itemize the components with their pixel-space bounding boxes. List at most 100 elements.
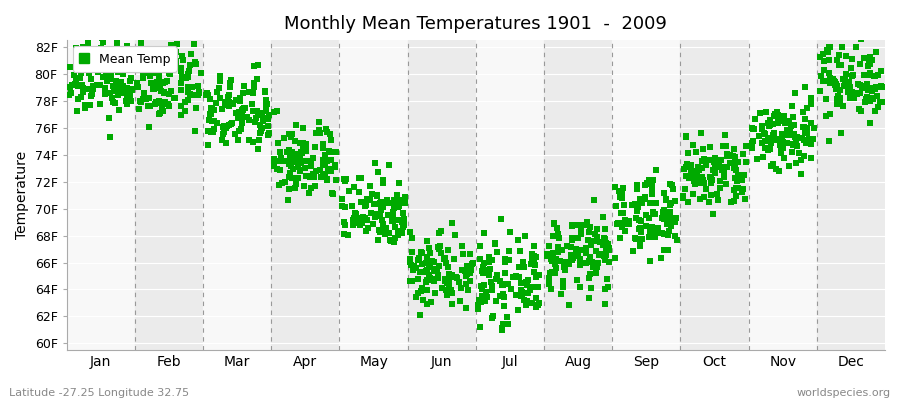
Point [550,225,564,232]
Point [156,79,170,86]
Point [585,258,599,265]
Point [402,278,417,284]
Point [573,284,588,290]
Point [192,89,206,95]
Point [290,151,304,157]
Point [409,294,423,300]
Point [726,198,741,204]
Point [273,158,287,164]
Point [790,142,805,149]
Point [735,151,750,157]
Point [676,193,690,200]
Point [821,49,835,56]
Point [405,235,419,241]
Point [178,99,193,105]
Point [234,112,248,119]
Point [477,230,491,236]
Point [474,299,489,306]
Point [657,190,671,196]
Point [852,82,867,88]
Point [760,147,775,154]
Point [761,137,776,144]
Point [92,59,106,65]
Point [316,160,330,166]
Point [475,264,490,270]
Point [356,220,370,226]
Point [480,294,494,300]
Point [785,149,799,155]
Point [189,105,203,111]
Point [598,240,613,246]
Point [266,156,281,162]
Point [118,65,132,72]
Point [157,108,171,114]
Point [826,76,841,83]
Point [146,57,160,63]
Point [590,262,605,268]
Point [324,168,338,174]
Point [269,166,284,172]
Point [644,184,659,191]
Point [586,264,600,270]
Bar [135,40,203,350]
Point [258,102,273,109]
Point [544,286,558,292]
Point [712,185,726,192]
Point [485,257,500,264]
Point [107,100,122,106]
Point [676,195,690,201]
Point [306,170,320,177]
Point [387,239,401,245]
Point [549,265,563,272]
Point [786,141,800,147]
Point [652,229,666,236]
Point [523,287,537,293]
Point [162,103,176,110]
Point [77,102,92,108]
Point [798,84,813,90]
Point [103,115,117,121]
Point [222,98,237,105]
Point [304,163,319,170]
Point [174,112,188,118]
Point [488,240,502,246]
Point [776,138,790,145]
Point [221,94,236,100]
Point [291,158,305,165]
Point [814,88,828,95]
Point [464,267,479,273]
Point [720,152,734,159]
Point [421,277,436,284]
Point [642,234,656,240]
Point [76,44,90,50]
Point [688,181,702,188]
Point [602,245,616,251]
Point [752,133,766,139]
Point [526,259,541,265]
Point [845,89,859,95]
Point [532,272,546,278]
Point [863,54,878,60]
Point [763,121,778,127]
Point [508,292,523,298]
Point [161,70,176,76]
Point [779,128,794,135]
Point [230,110,244,116]
Point [516,263,530,270]
Point [392,180,406,186]
Point [194,69,208,76]
Point [796,109,810,115]
Point [668,219,682,226]
Point [81,40,95,46]
Point [858,72,872,78]
Point [832,52,846,58]
Point [518,233,533,240]
Point [525,284,539,291]
Point [284,131,299,137]
Point [564,257,579,263]
Point [447,232,462,238]
Point [386,204,400,211]
Point [616,185,630,192]
Point [599,276,614,282]
Point [761,135,776,141]
